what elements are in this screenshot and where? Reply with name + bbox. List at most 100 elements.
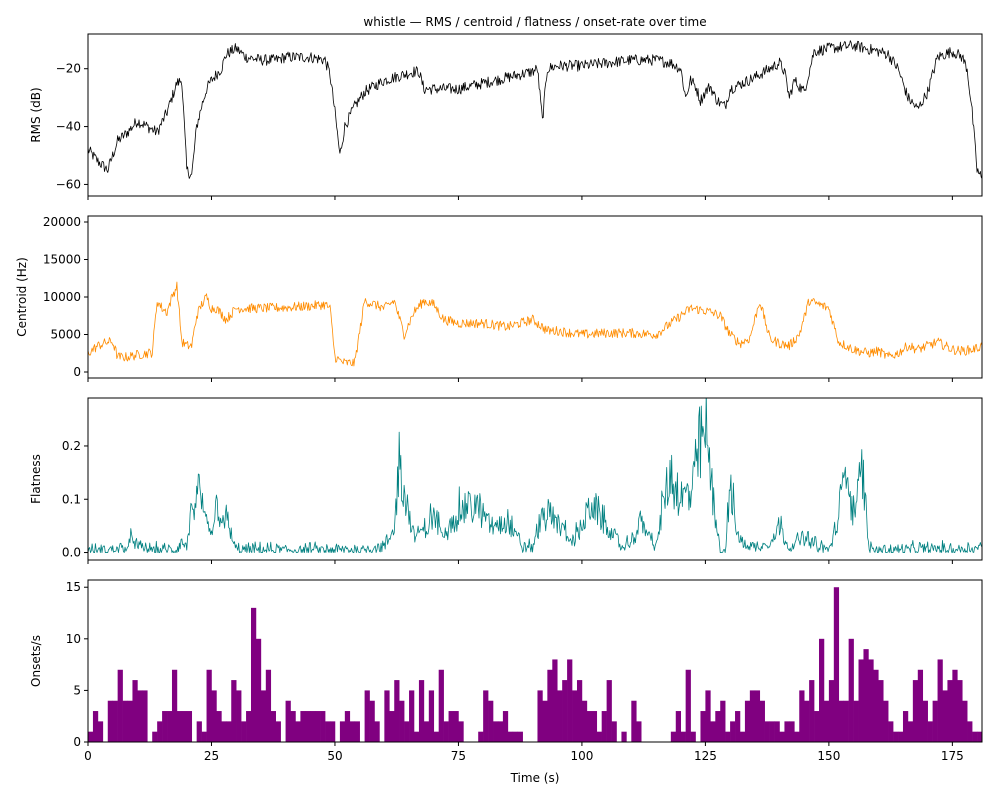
onset-bar: [127, 700, 133, 742]
onset-bar: [478, 731, 484, 742]
onset-bar: [572, 690, 578, 742]
onset-bar: [621, 731, 627, 742]
onset-bar: [774, 721, 780, 742]
onset-bar: [942, 690, 948, 742]
onset-bar: [833, 587, 840, 742]
onset-bar: [142, 690, 148, 742]
y-axis-label: Centroid (Hz): [15, 257, 29, 337]
onset-bar: [226, 721, 232, 742]
onset-bar: [744, 700, 751, 742]
onset-bar: [853, 700, 859, 742]
plot-area: [88, 40, 982, 179]
onset-bar: [97, 721, 104, 742]
onset-bar: [700, 711, 706, 742]
onset-bar: [552, 659, 558, 742]
onset-bar: [137, 690, 143, 742]
onset-bar: [977, 731, 982, 742]
onset-bar: [483, 690, 489, 742]
onset-bar: [690, 731, 696, 742]
onset-bar: [670, 731, 677, 742]
x-tick-label: 175: [941, 749, 964, 763]
onset-bar: [231, 680, 237, 742]
y-tick-label: 0: [73, 365, 81, 379]
onset-bar: [488, 700, 494, 742]
onset-bar: [354, 721, 360, 742]
onset-bar: [907, 721, 914, 742]
onset-bar: [107, 700, 113, 742]
onset-bar: [893, 731, 899, 742]
onset-bar: [739, 731, 746, 742]
onset-bar: [167, 711, 173, 742]
plot-area: [88, 587, 982, 742]
onset-bar: [537, 690, 543, 742]
onset-bar: [418, 680, 425, 742]
onset-bar: [586, 711, 593, 742]
onset-bar: [458, 721, 464, 742]
y-tick-label: 5: [73, 683, 81, 697]
onset-bar: [364, 690, 370, 742]
onset-bar: [838, 700, 844, 742]
y-tick-label: −40: [56, 120, 81, 134]
panel-2: 0 5000 10000 15000 20000 Centroid (Hz): [15, 215, 983, 382]
onset-bar: [162, 711, 168, 742]
onset-bar: [952, 669, 958, 742]
onset-bar: [112, 700, 118, 742]
onset-bar: [246, 711, 252, 742]
onset-bar: [754, 690, 761, 742]
onset-bar: [823, 700, 830, 742]
onset-bar: [932, 700, 938, 742]
onset-bar: [290, 711, 296, 742]
y-tick-label: 10000: [43, 290, 81, 304]
y-tick-label: 0.0: [62, 546, 81, 560]
y-tick-label: 0.1: [62, 492, 81, 506]
onset-bar: [819, 638, 825, 742]
onset-bar: [265, 669, 272, 742]
onset-bar: [255, 638, 262, 742]
onset-bar: [611, 721, 617, 742]
y-tick-label: −20: [56, 62, 81, 76]
onset-bar: [132, 680, 138, 742]
onset-bar: [320, 711, 326, 742]
onset-bar: [176, 711, 183, 742]
onset-bar: [497, 721, 504, 742]
onset-bar: [581, 700, 588, 742]
onset-bar: [349, 721, 356, 742]
chart-title: whistle — RMS / centroid / flatness / on…: [363, 15, 706, 29]
onset-bar: [157, 721, 163, 742]
onset-bar: [902, 711, 909, 742]
panel-1: −60 −40 −20 RMS (dB): [29, 33, 983, 200]
onset-bar: [636, 721, 642, 742]
onset-bar: [330, 721, 336, 742]
series-line-2: [88, 281, 982, 367]
onset-bar: [631, 700, 637, 742]
onset-bar: [493, 721, 499, 742]
onset-bar: [305, 711, 311, 742]
onset-bar: [117, 669, 123, 742]
x-tick-label: 125: [694, 749, 717, 763]
onset-bar: [507, 731, 514, 742]
onset-bar: [828, 680, 835, 742]
onset-bar: [749, 690, 756, 742]
y-tick-label: 15000: [43, 253, 81, 267]
onset-bar: [601, 711, 607, 742]
onset-bar: [196, 721, 202, 742]
onset-bar: [250, 607, 257, 742]
onset-bar: [873, 669, 879, 742]
onset-bar: [369, 700, 375, 742]
onset-bar: [216, 711, 222, 742]
x-tick-label: 75: [451, 749, 466, 763]
onset-bar: [295, 721, 301, 742]
onset-bar: [413, 731, 420, 742]
onset-bar: [606, 680, 612, 742]
onset-bar: [858, 659, 864, 742]
onset-bar: [596, 731, 602, 742]
onset-bar: [517, 731, 523, 742]
onset-bar: [705, 690, 711, 742]
onset-bar: [562, 680, 568, 742]
onset-bar: [967, 721, 973, 742]
onset-bar: [868, 659, 874, 742]
onset-bar: [502, 711, 509, 742]
onset-bar: [735, 711, 741, 742]
onset-bar: [92, 711, 99, 742]
onset-bar: [962, 700, 968, 742]
